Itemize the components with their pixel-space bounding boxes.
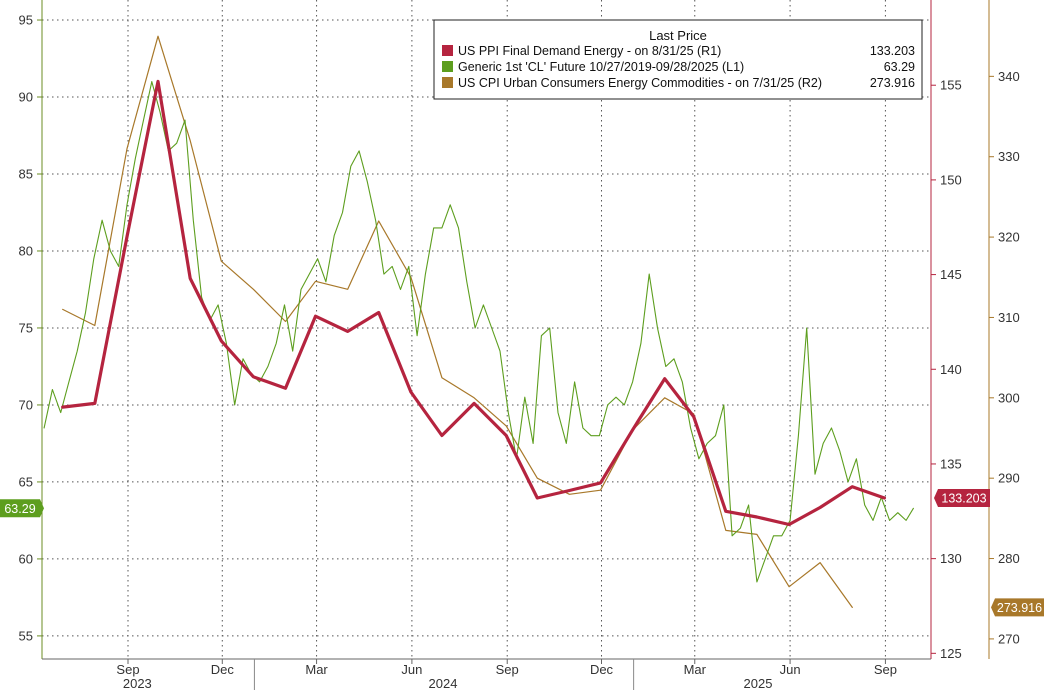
left-tick-label: 80 xyxy=(19,243,33,258)
right2-tick-label: 300 xyxy=(998,390,1020,405)
x-month-label: Sep xyxy=(874,662,897,677)
last-value-tag-cl xyxy=(0,499,44,518)
last-value-tag-label-ppi: 133.203 xyxy=(941,491,986,505)
legend-swatch-ppi xyxy=(442,45,453,56)
tick-labels: 55 60 65 70 75 80 85 90 95 125 130 135 140 145 150 155 2… xyxy=(19,13,1020,690)
left-tick-label: 55 xyxy=(19,628,33,643)
x-month-label: Jun xyxy=(401,662,422,677)
x-month-label: Mar xyxy=(305,662,328,677)
x-year-label: 2023 xyxy=(123,676,152,690)
left-tick-label: 85 xyxy=(19,166,33,181)
right1-tick-label: 150 xyxy=(940,172,962,187)
series-line-ppi xyxy=(61,79,887,527)
right1-tick-label: 145 xyxy=(940,267,962,282)
right2-tick-label: 310 xyxy=(998,310,1020,325)
right1-tick-label: 130 xyxy=(940,551,962,566)
x-month-label: Mar xyxy=(684,662,707,677)
x-month-label: Sep xyxy=(496,662,519,677)
left-tick-label: 75 xyxy=(19,320,33,335)
left-tick-label: 90 xyxy=(19,90,33,105)
right2-tick-label: 290 xyxy=(998,471,1020,486)
legend: Last Price US PPI Final Demand Energy - … xyxy=(433,19,923,100)
right1-tick-label: 135 xyxy=(940,456,962,471)
right2-tick-label: 270 xyxy=(998,631,1020,646)
right2-tick-label: 320 xyxy=(998,230,1020,245)
right1-tick-label: 140 xyxy=(940,362,962,377)
legend-swatch-cpi xyxy=(442,77,453,88)
legend-value-cpi: 273.916 xyxy=(870,76,915,90)
x-month-label: Dec xyxy=(590,662,614,677)
series-line-cl xyxy=(43,81,914,583)
last-value-tag-label-cpi: 273.916 xyxy=(997,601,1042,615)
right1-tick-label: 155 xyxy=(940,78,962,93)
last-value-tag-cpi xyxy=(991,598,1044,617)
legend-title: Last Price xyxy=(649,28,707,43)
legend-swatch-cl xyxy=(442,61,453,72)
right2-tick-label: 340 xyxy=(998,69,1020,84)
axes xyxy=(41,0,990,660)
last-value-tag-label-cl: 63.29 xyxy=(4,502,35,516)
left-tick-label: 65 xyxy=(19,474,33,489)
series-lines xyxy=(43,35,914,609)
legend-value-cl: 63.29 xyxy=(884,60,915,74)
legend-label-cpi: US CPI Urban Consumers Energy Commoditie… xyxy=(458,76,822,90)
legend-box xyxy=(433,19,923,100)
x-month-label: Dec xyxy=(211,662,235,677)
x-month-label: Sep xyxy=(116,662,139,677)
right2-tick-label: 330 xyxy=(998,149,1020,164)
left-tick-label: 70 xyxy=(19,397,33,412)
x-month-label: Jun xyxy=(780,662,801,677)
series-line-cpi xyxy=(62,35,853,609)
x-year-label: 2025 xyxy=(744,676,773,690)
x-year-label: 2024 xyxy=(429,676,458,690)
legend-label-ppi: US PPI Final Demand Energy - on 8/31/25 … xyxy=(458,44,721,58)
last-value-tags: 133.203 63.29 273.916 xyxy=(0,489,1044,617)
left-tick-label: 95 xyxy=(19,13,33,28)
right2-tick-label: 280 xyxy=(998,551,1020,566)
left-tick-label: 60 xyxy=(19,551,33,566)
legend-label-cl: Generic 1st 'CL' Future 10/27/2019-09/28… xyxy=(458,60,744,74)
legend-value-ppi: 133.203 xyxy=(870,44,915,58)
right1-tick-label: 125 xyxy=(940,646,962,661)
last-value-tag-ppi xyxy=(934,489,990,507)
